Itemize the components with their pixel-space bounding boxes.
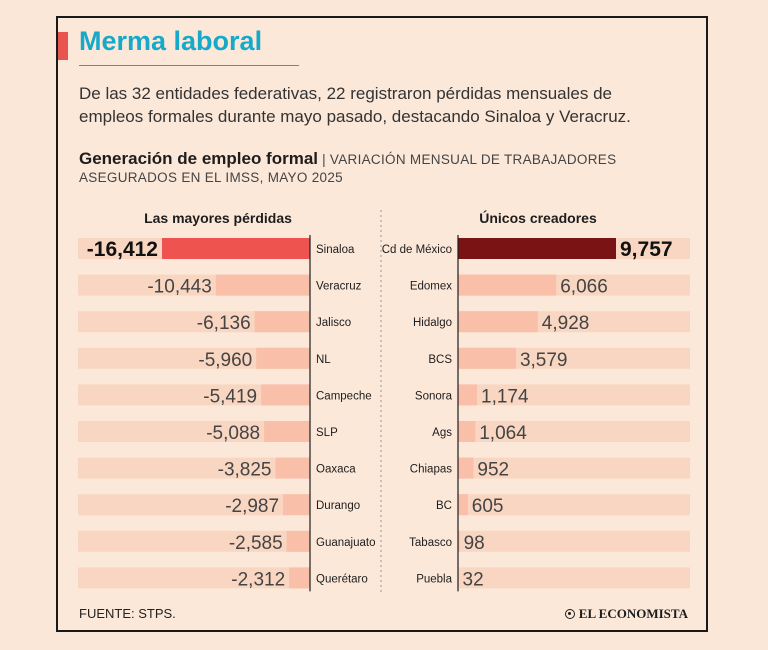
loss-track (78, 457, 310, 479)
gain-bar (458, 311, 538, 333)
gain-value-label: 1,174 (481, 386, 529, 407)
loss-category-label: NL (316, 354, 331, 366)
publisher-logo: EL ECONOMISTA (564, 606, 688, 622)
chart-subtitle-bold: Generación de empleo formal (79, 149, 319, 168)
loss-bar (289, 567, 310, 589)
gain-track (458, 421, 690, 442)
gain-category-label: Cd de México (382, 244, 452, 256)
gain-value-label: 952 (477, 460, 509, 481)
gain-bar (458, 274, 557, 296)
title-underline (79, 65, 299, 66)
gain-value-label: 4,928 (542, 313, 590, 334)
loss-value-label: -16,412 (87, 238, 158, 261)
loss-category-label: Guanajuato (316, 537, 375, 549)
loss-bar (275, 457, 310, 479)
gain-value-label: 32 (463, 569, 484, 590)
loss-category-label: Campeche (316, 390, 372, 402)
chart-canvas: -16,412 Sinaloa -10,443 Veracruz -6,136 Jalis… (78, 210, 690, 593)
gain-value-label: 1,064 (479, 423, 527, 444)
intro-text: De las 32 entidades federativas, 22 regi… (79, 84, 631, 126)
loss-value-label: -5,088 (206, 423, 260, 444)
loss-value-label: -2,585 (229, 533, 283, 554)
loss-category-label: SLP (316, 427, 338, 439)
loss-value-label: -10,443 (147, 277, 211, 298)
gain-category-label: Chiapas (410, 464, 452, 476)
loss-category-label: Sinaloa (316, 244, 355, 256)
gain-category-label: BC (436, 500, 452, 512)
loss-bar (162, 238, 310, 259)
gain-track (458, 494, 690, 516)
logo-icon (564, 609, 575, 619)
loss-category-label: Veracruz (316, 281, 362, 293)
gain-value-label: 9,757 (620, 238, 673, 261)
loss-track (78, 567, 310, 589)
infographic-frame: Merma laboral De las 32 entidades federa… (56, 16, 708, 632)
gain-value-label: 6,066 (560, 277, 608, 298)
loss-track (78, 494, 310, 516)
gain-track (458, 567, 690, 589)
loss-category-label: Durango (316, 500, 360, 512)
chart-subtitle: Generación de empleo formal | VARIACIÓN … (79, 150, 689, 187)
gain-track (458, 457, 690, 479)
source-note: FUENTE: STPS. (79, 606, 176, 621)
gain-bar (458, 421, 476, 442)
page-title: Merma laboral (79, 26, 263, 56)
loss-bar (256, 347, 310, 369)
gain-bar (458, 494, 468, 516)
loss-bar (254, 311, 310, 333)
gain-category-label: Puebla (416, 573, 452, 585)
gains-panel-title: Únicos creadores (479, 210, 597, 226)
gain-bar (458, 457, 474, 479)
loss-bar (283, 494, 310, 516)
loss-value-label: -6,136 (197, 313, 251, 334)
loss-track (78, 421, 310, 442)
loss-bar (286, 530, 310, 552)
loss-value-label: -3,825 (218, 460, 272, 481)
loss-track (78, 311, 310, 333)
gain-category-label: Tabasco (409, 537, 452, 549)
gain-category-label: Ags (432, 427, 452, 439)
loss-value-label: -2,987 (225, 496, 279, 517)
gain-track (458, 384, 690, 406)
loss-value-label: -5,960 (198, 350, 252, 371)
gain-value-label: 3,579 (520, 350, 568, 371)
logo-text: EL ECONOMISTA (578, 606, 688, 621)
gain-bar (458, 530, 460, 552)
loss-category-label: Oaxaca (316, 464, 356, 476)
gain-category-label: Hidalgo (413, 317, 452, 329)
gain-bar (458, 238, 616, 259)
loss-bar (264, 421, 310, 442)
loss-track (78, 530, 310, 552)
gain-category-label: BCS (428, 354, 452, 366)
loss-bar (261, 384, 310, 406)
gain-track (458, 530, 690, 552)
gain-category-label: Edomex (410, 281, 452, 293)
loss-value-label: -5,419 (203, 386, 257, 407)
loss-category-label: Jalisco (316, 317, 351, 329)
loss-value-label: -2,312 (231, 569, 285, 590)
loss-category-label: Querétaro (316, 573, 368, 585)
gain-bar (458, 347, 516, 369)
loss-track (78, 347, 310, 369)
loss-bar (215, 274, 310, 296)
loss-track (78, 384, 310, 406)
gain-category-label: Sonora (415, 390, 453, 402)
chart-subtitle-rest: | VARIACIÓN MENSUAL DE TRABAJADORES ASEG… (79, 152, 617, 185)
gain-value-label: 605 (472, 496, 504, 517)
gain-bar (458, 384, 478, 406)
gain-track (458, 347, 690, 369)
gain-value-label: 98 (464, 533, 485, 554)
losses-panel-title: Las mayores pérdidas (144, 210, 292, 226)
title-accent-bar (58, 32, 68, 60)
